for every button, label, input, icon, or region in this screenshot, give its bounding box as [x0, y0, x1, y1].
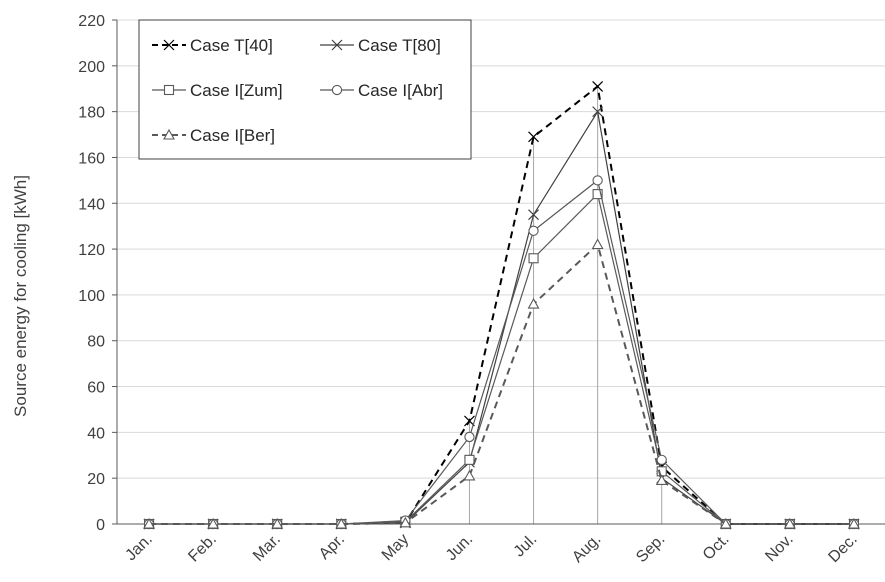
- data-point: [528, 209, 539, 221]
- data-point: [271, 517, 284, 529]
- y-tick-label: 0: [96, 517, 105, 534]
- y-tick-label: 200: [78, 59, 105, 76]
- series-lines: [143, 81, 860, 530]
- x-tick-label: Apr.: [316, 531, 348, 563]
- drop-lines: [468, 86, 663, 524]
- legend-entry: Case T[40]: [152, 36, 273, 55]
- series-line: [149, 84, 854, 525]
- data-point: [719, 517, 732, 529]
- data-point: [528, 225, 539, 236]
- legend-label: Case I[Zum]: [190, 81, 283, 100]
- x-tick-label: Jun.: [443, 531, 476, 564]
- data-point: [592, 189, 603, 200]
- x-tick-label: Dec.: [825, 531, 860, 566]
- y-tick-label: 80: [87, 334, 105, 351]
- data-point: [655, 474, 668, 486]
- y-tick-label: 20: [87, 471, 105, 488]
- x-tick-label: Jul.: [511, 531, 541, 561]
- data-point: [592, 175, 603, 186]
- x-tick-label: Feb.: [185, 531, 220, 566]
- data-point: [848, 517, 860, 529]
- y-tick-label: 60: [87, 380, 105, 397]
- legend-box: [138, 19, 472, 160]
- y-tick-label: 100: [78, 288, 105, 305]
- legend-swatch-marker: [331, 84, 343, 96]
- x-tick-label: Jan.: [122, 531, 155, 564]
- data-point: [591, 238, 604, 250]
- series-4: [143, 238, 860, 529]
- y-tick-label: 140: [78, 196, 105, 213]
- y-tick-label: 220: [78, 13, 105, 30]
- legend-swatch-marker: [163, 84, 175, 96]
- series-line: [149, 179, 854, 525]
- data-point: [528, 253, 539, 264]
- series-1: [143, 106, 860, 530]
- data-point: [783, 517, 796, 529]
- y-tick-label: 120: [78, 242, 105, 259]
- series-line: [149, 109, 854, 525]
- x-tick-labels: Jan. Feb. Mar. Apr. May Jun. Jul. Aug. Sep. Oct. N…: [122, 531, 860, 566]
- x-tick-label: Mar.: [250, 531, 284, 565]
- y-tick-labels: 0 20 40 60 80 100 120 140 160 180 200 220: [78, 13, 105, 534]
- legend-entry: Case I[Abr]: [320, 81, 443, 100]
- legend-swatch-marker: [331, 39, 343, 51]
- y-tick-label: 40: [87, 425, 105, 442]
- legend: Case T[40] Case T[80] Case I[Zum] Case I[Ab…: [138, 19, 472, 160]
- data-point: [527, 297, 540, 309]
- series-3: [143, 175, 860, 530]
- series-2: [143, 189, 860, 530]
- legend-entry: Case I[Zum]: [152, 81, 283, 100]
- x-tick-label: Oct.: [700, 531, 733, 564]
- legend-label: Case T[40]: [190, 36, 273, 55]
- legend-entry: Case I[Ber]: [152, 126, 275, 145]
- data-point: [592, 106, 604, 118]
- x-tick-label: Aug.: [569, 531, 604, 566]
- x-tick-label: Sep.: [633, 531, 668, 566]
- legend-entry: Case T[80]: [320, 36, 441, 55]
- data-point: [464, 454, 475, 465]
- series-line: [149, 242, 854, 525]
- data-point: [464, 431, 475, 443]
- data-point: [399, 516, 412, 528]
- data-point: [207, 517, 220, 529]
- legend-swatch-marker: [163, 128, 175, 140]
- legend-label: Case T[80]: [358, 36, 441, 55]
- y-tick-label: 180: [78, 105, 105, 122]
- legend-swatch-marker: [163, 39, 175, 51]
- x-tick-label: Nov.: [762, 531, 796, 565]
- data-point: [528, 131, 539, 143]
- data-point: [143, 517, 155, 529]
- legend-label: Case I[Ber]: [190, 126, 275, 145]
- y-axis-title: Source energy for cooling [kWh]: [11, 175, 30, 417]
- data-point: [463, 469, 476, 481]
- data-point: [592, 81, 604, 92]
- y-tick-label: 160: [78, 150, 105, 167]
- x-tick-label: May: [379, 531, 412, 564]
- data-point: [335, 517, 348, 529]
- legend-label: Case I[Abr]: [358, 81, 443, 100]
- series-line: [149, 192, 854, 525]
- data-point: [656, 454, 667, 466]
